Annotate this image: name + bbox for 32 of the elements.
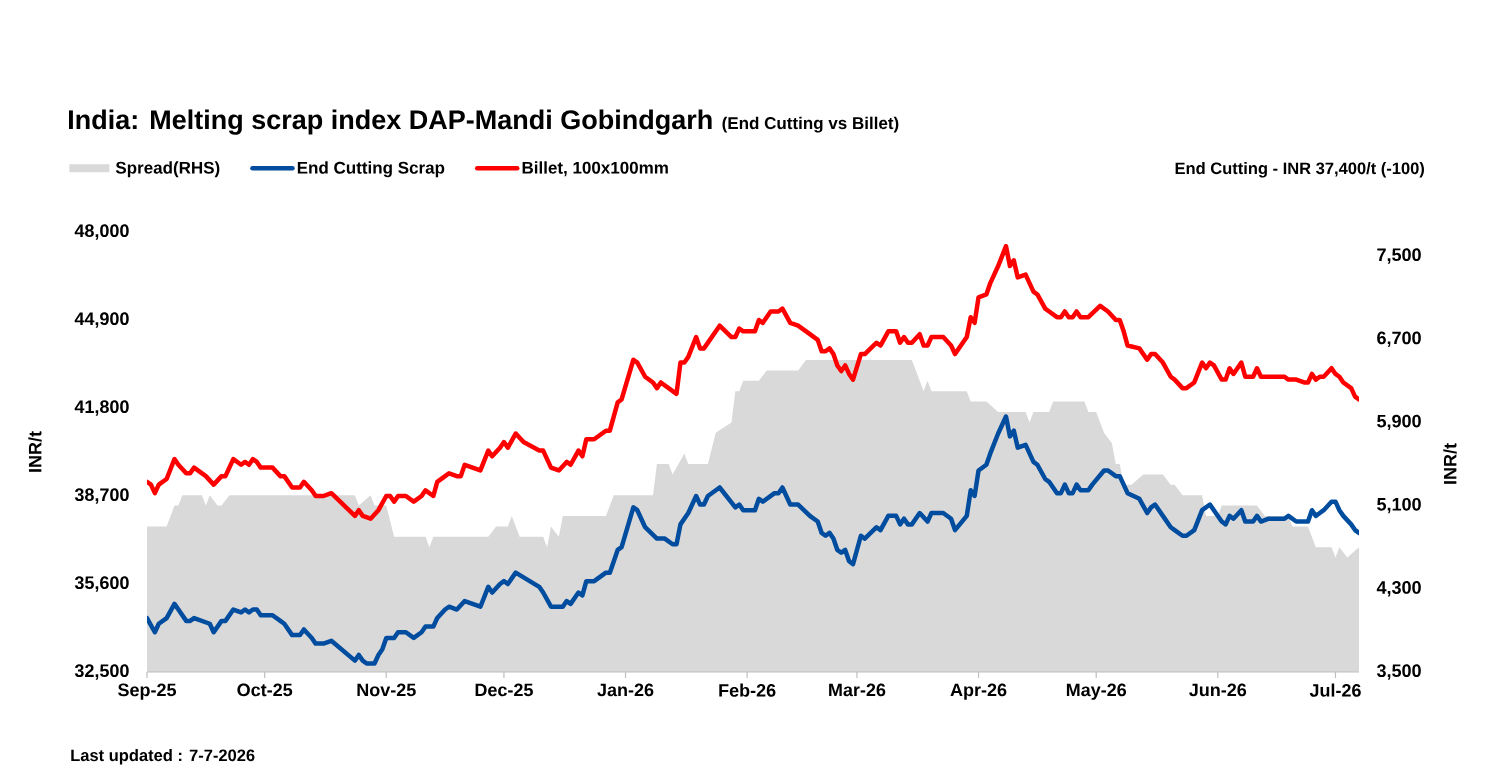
- x-tick-label: Jun-26: [1189, 683, 1247, 697]
- legend-label: Billet, 100x100mm: [522, 161, 668, 177]
- y-tick-label: 35,600: [74, 576, 129, 592]
- y2-tick-label: 5,900: [1377, 414, 1421, 431]
- y2-tick-label: 5,100: [1377, 497, 1421, 514]
- text: Last updated : 7-7-2026: [71, 749, 255, 765]
- x-tick-label: Apr-26: [950, 683, 1007, 700]
- x-tick-label: Mar-26: [829, 683, 886, 697]
- x-tick-label: Feb-26: [719, 683, 776, 697]
- x-tick-label: Dec-25: [475, 683, 533, 697]
- text: End Cutting - INR 37,400/t (-100): [1175, 162, 1424, 178]
- legend-label: Spread(RHS): [115, 161, 220, 178]
- x-tick-label: Oct-25: [237, 683, 293, 697]
- x-tick-label: Jan-26: [597, 683, 654, 697]
- chart-subtitle: (End Cutting vs Billet): [722, 116, 899, 133]
- x-tick-label: Nov-25: [357, 683, 416, 697]
- y2-tick-label: 7,500: [1377, 248, 1421, 264]
- x-tick-label: Jul-26: [1309, 683, 1361, 697]
- y2-tick-label: 6,700: [1377, 331, 1421, 347]
- y2-tick-label: 4,300: [1376, 581, 1421, 597]
- x-tick-label: Sep-25: [118, 683, 177, 700]
- chart-title: India: Melting scrap index DAP-Mandi Gobindgarh: [69, 109, 712, 135]
- y-tick-label: 41,800: [74, 400, 129, 416]
- legend-label: End Cutting Scrap: [297, 161, 445, 178]
- y2-tick-label: 3,500: [1376, 664, 1421, 680]
- y-tick-label: 38,700: [74, 488, 129, 504]
- y-axis-title: INR/t: [28, 431, 42, 472]
- y-tick-label: 48,000: [74, 224, 129, 240]
- y-tick-label: 32,500: [74, 664, 129, 680]
- y2-axis-title: INR/t: [1443, 443, 1457, 484]
- y-tick-label: 44,900: [74, 312, 129, 328]
- x-tick-label: May-26: [1066, 683, 1127, 700]
